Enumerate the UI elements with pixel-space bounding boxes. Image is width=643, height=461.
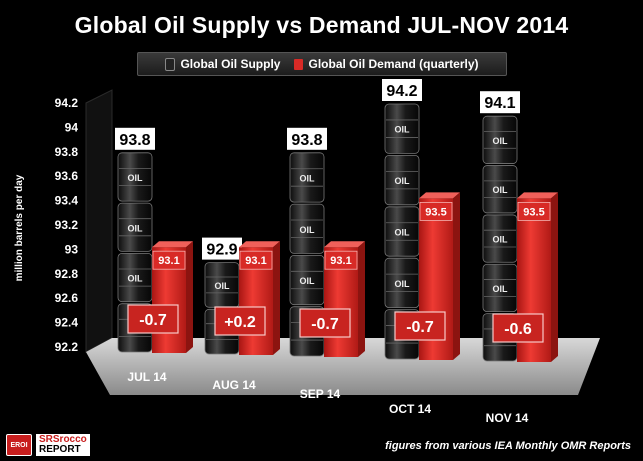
legend-item-supply: Global Oil Supply <box>165 57 280 71</box>
supply-label-box <box>287 127 327 150</box>
oil-barrel <box>289 152 325 203</box>
category-label: AUG 14 <box>212 378 256 392</box>
y-tick-label: 93.8 <box>55 145 79 159</box>
demand-label-box <box>419 201 453 221</box>
barrel-label: OIL <box>300 173 316 183</box>
demand-value-label: 93.1 <box>245 255 266 267</box>
legend-label-supply: Global Oil Supply <box>180 57 281 71</box>
demand-bar-top <box>324 241 365 248</box>
demand-bar-top <box>239 241 280 248</box>
y-tick-label: 93.4 <box>55 194 79 208</box>
barrel-label: OIL <box>493 185 509 195</box>
y-tick-label: 94 <box>65 120 79 134</box>
demand-label-box <box>517 201 551 221</box>
difference-label: -0.7 <box>139 312 167 329</box>
barrel-label: OIL <box>128 274 144 284</box>
supply-value-label: 93.8 <box>291 132 322 149</box>
supply-value-label: 94.2 <box>386 83 417 100</box>
y-tick-label: 92.2 <box>55 340 79 354</box>
demand-value-label: 93.1 <box>330 255 351 267</box>
difference-box <box>492 313 544 343</box>
category-label: OCT 14 <box>389 402 431 416</box>
barrel-label: OIL <box>395 228 411 238</box>
barrel-label: OIL <box>395 279 411 289</box>
barrel-label: OIL <box>128 173 144 183</box>
demand-bar-side <box>358 241 365 357</box>
legend-label-demand: Global Oil Demand (quarterly) <box>308 57 479 71</box>
legend-item-demand: Global Oil Demand (quarterly) <box>294 57 479 71</box>
difference-label: +0.2 <box>224 314 256 331</box>
logo-line2: REPORT <box>39 444 81 455</box>
supply-label-box <box>480 91 520 114</box>
barrel-label: OIL <box>395 176 411 186</box>
oil-barrel <box>289 203 325 254</box>
difference-label: -0.6 <box>504 321 532 338</box>
y-tick-label: 93 <box>65 242 79 256</box>
oil-barrel <box>117 202 153 252</box>
demand-label-box <box>324 250 358 270</box>
demand-swatch <box>294 58 304 70</box>
y-tick-label: 92.8 <box>55 267 79 281</box>
supply-label-box <box>202 237 242 260</box>
demand-label-box <box>239 250 273 270</box>
barrel-label: OIL <box>215 281 231 291</box>
demand-bar-top <box>152 241 193 248</box>
y-tick-label: 93.2 <box>55 218 79 232</box>
chart-title: Global Oil Supply vs Demand JUL-NOV 2014 <box>74 12 569 38</box>
barrel-label: OIL <box>493 284 509 294</box>
oil-barrel <box>482 115 518 164</box>
y-tick-label: 92.6 <box>55 291 79 305</box>
demand-bar-top <box>517 192 558 199</box>
supply-value-label: 92.9 <box>206 242 237 259</box>
logo: EROI SRSrocco REPORT <box>6 434 124 456</box>
demand-bar-side <box>551 192 558 362</box>
logo-text: SRSrocco REPORT <box>36 434 90 456</box>
oil-barrel <box>482 165 518 214</box>
difference-box <box>299 308 351 338</box>
difference-box <box>127 304 179 334</box>
barrel-label: OIL <box>300 225 316 235</box>
demand-bar-side <box>453 192 460 360</box>
barrel-label: OIL <box>493 136 509 146</box>
difference-box <box>214 306 266 336</box>
difference-box <box>394 311 446 341</box>
category-label: NOV 14 <box>486 411 529 425</box>
y-tick-label: 92.4 <box>55 316 79 330</box>
y-tick-label: 93.6 <box>55 169 79 183</box>
barrel-icon <box>165 57 176 71</box>
demand-bar-top <box>419 192 460 199</box>
demand-bar-side <box>186 241 193 353</box>
demand-bar-side <box>273 241 280 355</box>
barrel-label: OIL <box>128 223 144 233</box>
y-axis-title: million barrels per day <box>14 174 25 281</box>
category-label: SEP 14 <box>300 387 341 401</box>
category-label: JUL 14 <box>127 370 166 384</box>
source-note: figures from various IEA Monthly OMR Rep… <box>385 440 631 452</box>
demand-value-label: 93.1 <box>158 255 179 267</box>
oil-barrel <box>384 154 420 206</box>
oil-barrel <box>384 103 420 154</box>
supply-value-label: 94.1 <box>484 95 515 112</box>
supply-label-box <box>115 127 155 150</box>
barrel-label: OIL <box>493 235 509 245</box>
difference-label: -0.7 <box>311 316 339 333</box>
logo-line1: SRSrocco <box>39 434 87 445</box>
legend: Global Oil Supply Global Oil Demand (qua… <box>137 52 507 76</box>
logo-badge: EROI <box>6 434 32 456</box>
side-wall <box>85 89 113 353</box>
supply-value-label: 93.8 <box>119 132 150 149</box>
barrel-label: OIL <box>395 125 411 135</box>
difference-label: -0.7 <box>406 319 434 336</box>
demand-value-label: 93.5 <box>523 206 544 218</box>
barrel-label: OIL <box>300 276 316 286</box>
oil-barrel <box>117 152 153 202</box>
y-tick-label: 94.2 <box>55 96 79 110</box>
demand-value-label: 93.5 <box>425 206 446 218</box>
demand-label-box <box>152 250 186 270</box>
supply-label-box <box>382 79 422 101</box>
